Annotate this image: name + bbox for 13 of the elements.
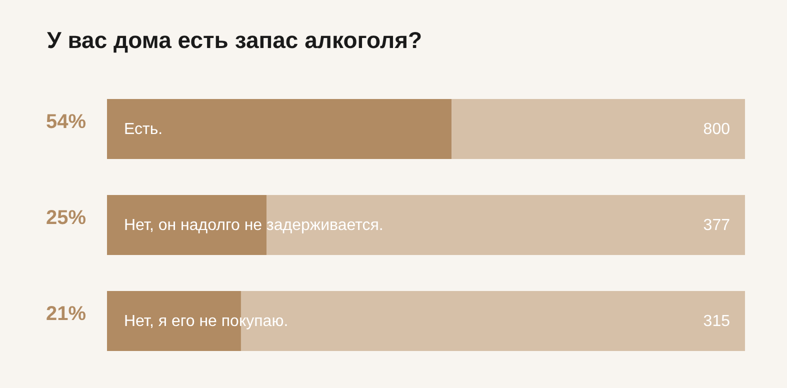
annotation: 800 [703,121,730,138]
y-tick-label: Нет, он надолго не задерживается. [124,217,384,234]
annotation: 377 [703,217,730,234]
annotation: 315 [703,313,730,330]
data-label: 21% [46,303,86,325]
chart-title: У вас дома есть запас алкоголя? [47,27,422,53]
bar [452,99,745,159]
y-tick-label: Есть. [124,121,163,138]
bar [266,195,745,255]
bar [107,99,452,159]
data-label: 25% [46,207,86,229]
bar [107,195,266,255]
data-label: 54% [46,111,86,133]
